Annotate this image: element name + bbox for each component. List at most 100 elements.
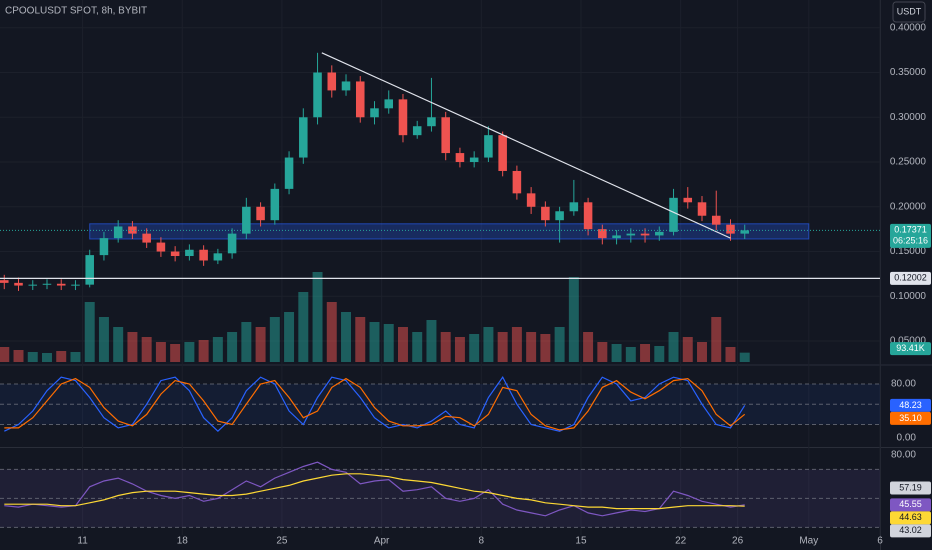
y-tick-label: 80.00: [891, 379, 916, 390]
volume-bar: [56, 351, 67, 362]
candle-body: [655, 231, 664, 236]
candle-body: [612, 235, 621, 239]
volume-bar: [682, 337, 693, 362]
candle-body: [640, 233, 650, 236]
volume-bar: [113, 327, 124, 362]
oscillator-band: [0, 383, 880, 425]
volume-bar: [255, 327, 266, 362]
volume-bar: [127, 332, 138, 362]
candle-body: [99, 238, 109, 256]
volume-bar: [269, 317, 280, 362]
x-tick-label: 11: [77, 536, 88, 547]
candle-body: [626, 233, 636, 236]
volume-bar: [312, 272, 323, 362]
axis-tag-label: 35.10: [899, 413, 922, 423]
volume-bar: [13, 350, 24, 362]
y-tick-label: 0.30000: [890, 112, 927, 123]
candle-body: [526, 193, 536, 207]
candle-body: [341, 81, 351, 91]
axis-tag-label: 0.17371: [894, 225, 927, 235]
candle-body: [512, 170, 522, 194]
volume-bar: [654, 346, 665, 362]
volume-bar: [383, 324, 394, 362]
y-tick-label: 0.40000: [890, 22, 927, 33]
volume-bar: [625, 347, 636, 362]
candle-body: [242, 206, 251, 234]
volume-bar: [725, 347, 736, 362]
oscillator-line: [4, 376, 746, 433]
volume-bar: [241, 322, 252, 362]
volume-bar: [583, 332, 594, 362]
candle-body: [56, 283, 66, 286]
axis-tag-countdown: 06:25:16: [893, 236, 928, 246]
volume-bar: [355, 317, 366, 362]
candle-body: [28, 284, 38, 286]
candle-body: [71, 284, 80, 286]
volume-bar: [284, 312, 295, 362]
axis-tag-label: 93.41K: [896, 343, 925, 353]
y-tick-label: 0.10000: [890, 291, 927, 302]
volume-bar: [640, 344, 651, 362]
volume-bar: [84, 302, 95, 362]
candle-body: [455, 153, 465, 163]
volume-bar: [597, 342, 608, 362]
axis-tag: [890, 342, 931, 356]
candle-body: [170, 251, 180, 257]
candle-body: [199, 249, 208, 261]
candle-body: [113, 226, 123, 239]
axis-tag-label: 48.23: [899, 400, 922, 410]
candle-body: [569, 202, 579, 212]
volume-bar: [141, 337, 152, 362]
candle-body: [256, 206, 265, 221]
candle-body: [498, 135, 507, 171]
volume-bar: [526, 332, 537, 362]
candle-body: [598, 229, 607, 239]
candle-body: [711, 215, 721, 225]
y-tick-label: 0.35000: [890, 67, 927, 78]
oscillator-band: [0, 469, 880, 528]
volume-bar: [739, 352, 750, 362]
volume-bar: [0, 347, 10, 362]
x-tick-label: 8: [479, 536, 485, 547]
x-tick-label: 15: [575, 536, 587, 547]
axis-tag-label: 45.55: [899, 499, 922, 509]
volume-bar: [697, 342, 707, 362]
volume-bar: [511, 327, 522, 362]
y-tick-label: 0.00: [897, 433, 917, 444]
candle-body: [583, 202, 593, 230]
axis-tag: [890, 481, 931, 495]
axis-tag: [890, 524, 931, 538]
candle-body: [484, 135, 493, 158]
oscillator-line: [4, 377, 746, 431]
x-tick-label: 18: [177, 536, 189, 547]
currency-label[interactable]: USDT: [897, 6, 922, 16]
axis-tag-label: 0.12002: [894, 273, 927, 283]
volume-bar: [611, 344, 622, 362]
volume-bar: [497, 332, 508, 362]
volume-bar: [184, 342, 195, 362]
candle-body: [740, 230, 749, 234]
candle-body: [669, 197, 678, 232]
candle-body: [469, 157, 479, 163]
axis-tag: [890, 498, 931, 512]
volume-bar: [440, 332, 451, 362]
oscillator-line: [4, 473, 745, 510]
x-tick-label: 26: [732, 536, 744, 547]
x-tick-label: Apr: [374, 536, 390, 547]
trendline: [321, 52, 731, 239]
currency-button[interactable]: [892, 1, 926, 23]
volume-bar: [27, 352, 38, 362]
volume-bar: [70, 352, 81, 362]
volume-bar: [298, 292, 309, 362]
volume-bar: [668, 332, 679, 362]
axis-tag: [890, 271, 931, 285]
candle-body: [541, 206, 550, 221]
symbol-title: CPOOLUSDT SPOT, 8h, BYBIT: [5, 6, 147, 17]
candle-body: [398, 99, 408, 136]
y-tick-label: 80.00: [891, 450, 916, 461]
candle-body: [213, 253, 223, 261]
support-zone: [89, 223, 810, 240]
candle-body: [156, 242, 166, 252]
volume-bar: [198, 340, 209, 362]
